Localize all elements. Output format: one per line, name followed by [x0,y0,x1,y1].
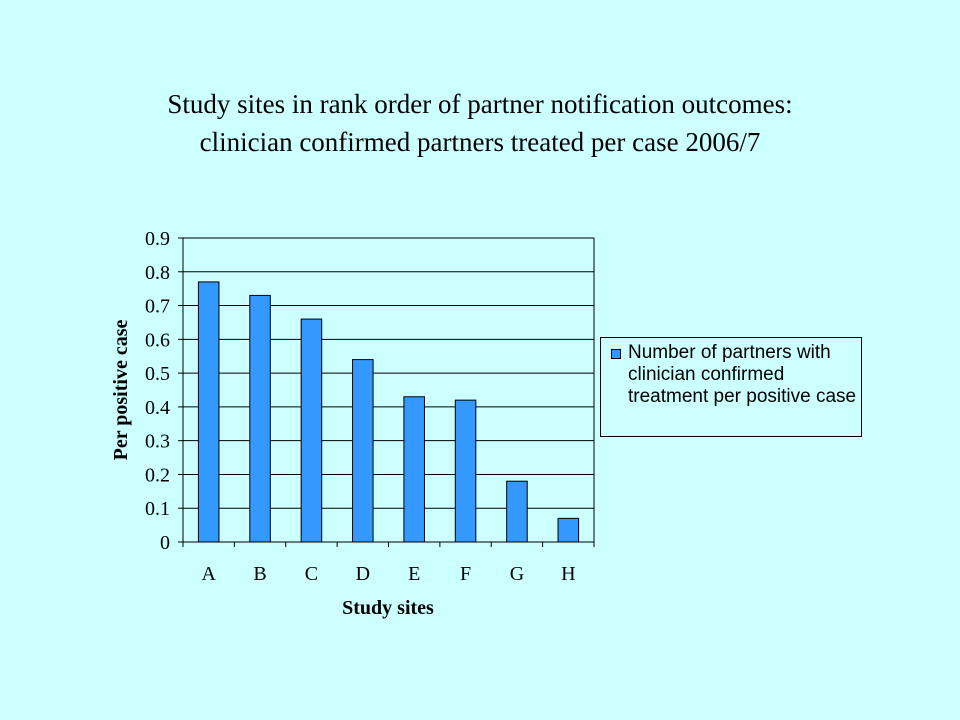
bar-B [249,294,271,543]
bar-G [506,480,528,543]
x-tick-label: G [510,563,524,585]
slide-title-line-2: clinician confirmed partners treated per… [199,127,761,157]
legend: Number of partners with clinician confir… [600,337,862,437]
y-tick-label: 0.2 [145,464,170,486]
y-tick-label: 0.7 [145,296,170,318]
y-tick-label: 0.9 [145,228,170,250]
bar-E [403,396,425,543]
x-tick-label: D [356,563,370,585]
slide-title-line-1: Study sites in rank order of partner not… [167,89,793,119]
y-tick-label: 0.5 [145,363,170,385]
bar-H [557,517,580,543]
x-axis-title: Study sites [342,597,434,619]
bar-C [300,318,323,543]
legend-swatch [611,349,621,359]
y-tick-label: 0.3 [145,431,170,453]
plot-frame [182,237,595,543]
bar-D [352,359,374,543]
y-tick-label: 0 [160,532,170,554]
tick-labels: 0 0.1 0.2 0.3 0.4 0.5 0.6 0.7 0.8 0.9 A B C D E F G H [145,228,576,585]
y-tick-label: 0.4 [145,397,170,419]
y-tick-label: 0.6 [145,329,170,351]
y-tick-label: 0.1 [145,498,170,520]
bar-F [454,399,477,543]
x-tick-label: A [201,563,216,585]
bars [197,281,580,543]
x-tick-label: F [460,563,471,585]
y-axis-title: Per positive case [110,320,132,461]
x-tick-label: H [561,563,575,585]
x-tick-label: B [253,563,266,585]
y-tick-label: 0.8 [145,262,170,284]
axes [178,237,595,547]
legend-label: Number of partners with clinician confir… [628,342,857,407]
gridlines [183,237,594,509]
bar-A [197,281,220,543]
x-tick-label: C [305,563,318,585]
x-tick-label: E [408,563,420,585]
